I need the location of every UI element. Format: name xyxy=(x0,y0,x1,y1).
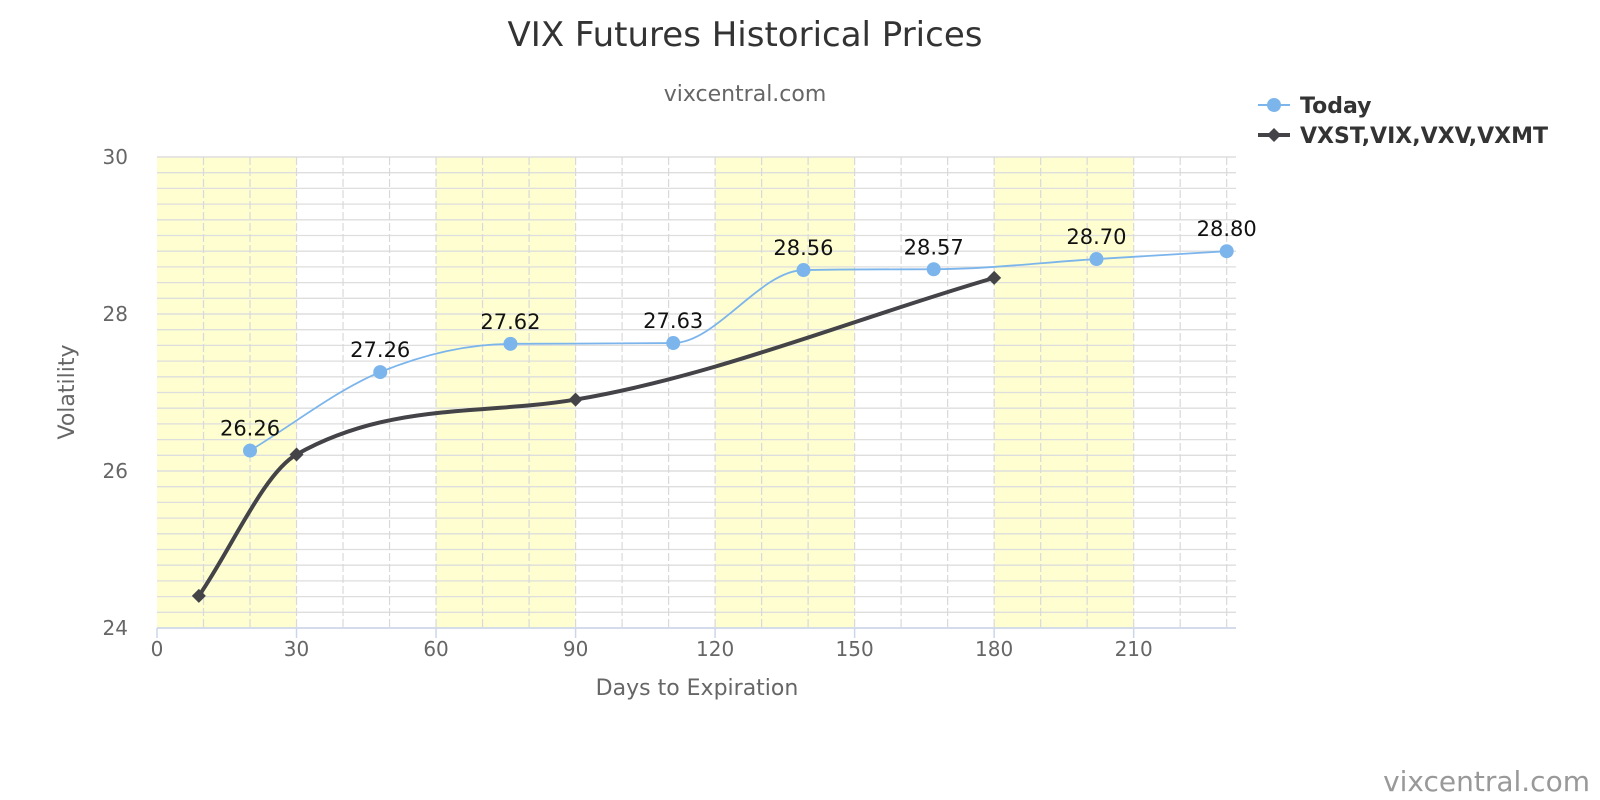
diamond-point xyxy=(289,447,304,462)
chart-title: VIX Futures Historical Prices xyxy=(508,15,983,55)
x-tick-label: 120 xyxy=(696,637,734,661)
x-tick-label: 30 xyxy=(284,637,309,661)
x-tick-label: 150 xyxy=(836,637,874,661)
legend[interactable]: Today VXST,VIX,VXV,VXMT xyxy=(1258,94,1548,149)
circle-point xyxy=(1089,252,1104,267)
data-label: 28.70 xyxy=(1066,225,1126,249)
diamond-point xyxy=(191,588,206,603)
legend-item-1[interactable]: VXST,VIX,VXV,VXMT xyxy=(1258,124,1548,149)
y-tick-label: 28 xyxy=(103,302,128,326)
circle-point xyxy=(926,262,941,277)
y-axis-title: Volatility xyxy=(55,344,80,439)
diamond-point xyxy=(568,392,583,407)
circle-point xyxy=(666,336,681,351)
data-label: 27.26 xyxy=(350,338,410,362)
y-tick-label: 30 xyxy=(103,145,128,169)
x-tick-label: 0 xyxy=(151,637,164,661)
credit-text[interactable]: vixcentral.com xyxy=(1383,765,1590,798)
circle-point xyxy=(503,336,518,351)
circle-point xyxy=(1219,244,1234,259)
axes: 0 30 60 90 120 150 180 210 24 26 28 30 xyxy=(103,145,1236,661)
x-tick-label: 90 xyxy=(563,637,588,661)
data-label: 27.62 xyxy=(480,310,540,334)
series-0: 26.26 27.26 27.62 27.63 28.56 28.57 28.70 28.80 xyxy=(220,217,1257,458)
circle-point xyxy=(373,365,388,380)
legend-marker xyxy=(1267,128,1281,142)
series-line xyxy=(249,250,1227,452)
data-label: 26.26 xyxy=(220,417,280,441)
x-tick-label: 180 xyxy=(975,637,1013,661)
x-tick-label: 60 xyxy=(423,637,448,661)
y-tick-label: 26 xyxy=(103,459,128,483)
circle-point xyxy=(243,443,258,458)
data-label: 27.63 xyxy=(643,309,703,333)
legend-item-0[interactable]: Today xyxy=(1258,94,1371,119)
series-1 xyxy=(191,270,1002,603)
y-tick-label: 24 xyxy=(103,616,128,640)
x-tick-label: 210 xyxy=(1115,637,1153,661)
legend-marker xyxy=(1267,98,1281,112)
series-line xyxy=(197,275,995,597)
data-label: 28.80 xyxy=(1197,217,1257,241)
diamond-point xyxy=(987,270,1002,285)
series-layer: 26.26 27.26 27.62 27.63 28.56 28.57 28.70 28.80 xyxy=(191,217,1257,603)
legend-label: VXST,VIX,VXV,VXMT xyxy=(1300,124,1548,149)
circle-point xyxy=(796,263,811,278)
data-label: 28.57 xyxy=(904,235,964,259)
x-axis-title: Days to Expiration xyxy=(596,676,799,701)
chart-subtitle: vixcentral.com xyxy=(664,82,827,107)
data-label: 28.56 xyxy=(773,236,833,260)
legend-label: Today xyxy=(1300,94,1371,119)
